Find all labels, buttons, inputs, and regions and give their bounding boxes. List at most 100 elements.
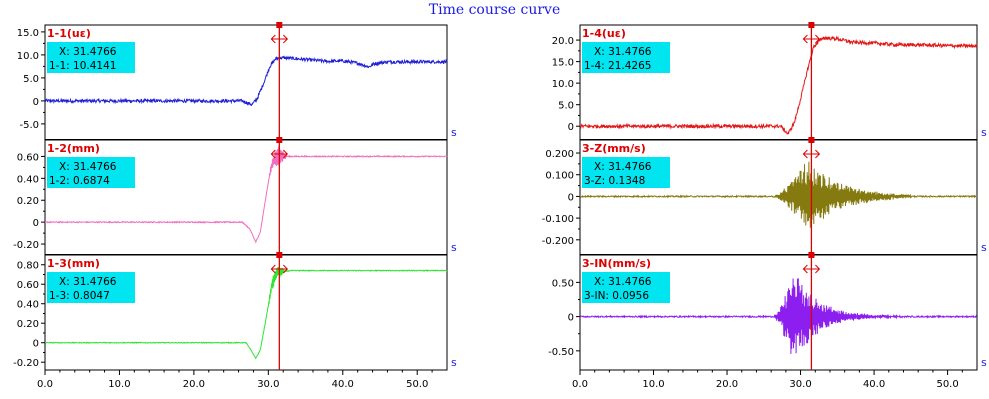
x-tick-label: 30.0 (257, 379, 279, 390)
readout-box (47, 157, 135, 188)
cursor-readout: X: 31.4766 1-4: 21.4265 (582, 42, 670, 73)
cursor-drag-arrows-icon[interactable] (270, 264, 289, 274)
page-title: Time course curve (428, 2, 561, 18)
readout-x: X: 31.4766 (594, 276, 652, 288)
readout-box (582, 157, 670, 188)
arrow-right (815, 34, 821, 44)
y-tick-label: 0.40 (17, 174, 39, 185)
cursor-readout: X: 31.4766 1-2: 0.6874 (47, 157, 135, 188)
y-tick-label: 0.20 (17, 319, 39, 330)
readout-x: X: 31.4766 (594, 161, 652, 173)
panel-3-IN: 0.50 0 -0.50 3-IN(mm/s) X: 31.4766 3-IN: 0.09… (548, 252, 987, 390)
y-tick-label: 0.50 (552, 278, 574, 289)
cursor-drag-arrows-icon[interactable] (802, 264, 821, 274)
readout-box (47, 42, 135, 73)
y-tick-label: 0 (568, 122, 574, 133)
cursor-handle[interactable] (808, 252, 815, 258)
series-line-3-IN (579, 278, 978, 354)
readout-value: 1-2: 0.6874 (49, 175, 110, 187)
arrow-right (282, 264, 289, 274)
readout-value: 1-4: 21.4265 (584, 60, 651, 72)
arrow-right (815, 149, 821, 159)
arrow-left (802, 264, 808, 274)
y-tick-label: -0.200 (542, 236, 574, 247)
panel-1-3: 0.80 0.60 0.40 0.20 0 -0.20 1-3(mm) X: 31.4766 1… (13, 252, 457, 390)
x-tick-label: 50.0 (936, 379, 958, 390)
readout-x: X: 31.4766 (59, 276, 117, 288)
x-tick-label: 10.0 (642, 379, 664, 390)
y-tick-label: 0 (568, 192, 574, 203)
y-tick-label: 0.20 (17, 196, 39, 207)
readout-value: 1-3: 0.8047 (49, 290, 110, 302)
y-tick-label: 10.0 (552, 79, 574, 90)
y-tick-label: 0.100 (545, 171, 574, 182)
y-tick-label: 0.40 (17, 300, 39, 311)
series-title: 1-1(uε) (47, 27, 91, 40)
x-tick-label: 0.0 (572, 379, 588, 390)
y-tick-label: 0 (568, 313, 574, 324)
y-tick-label: 0 (33, 339, 39, 350)
y-tick-label: 0.200 (545, 149, 574, 160)
readout-box (582, 42, 670, 73)
series-line-1-2 (44, 146, 448, 244)
y-tick-label: 0 (33, 218, 39, 229)
cursor-readout: X: 31.4766 3-Z: 0.1348 (582, 157, 670, 188)
y-tick-label: 10.0 (17, 51, 39, 62)
cursor-drag-arrows-icon[interactable] (270, 34, 289, 44)
cursor-drag-arrows-icon[interactable] (802, 34, 821, 44)
x-unit-label: s (981, 126, 987, 139)
arrow-right (282, 34, 289, 44)
y-tick-label: -0.20 (13, 358, 39, 369)
panel-1-1: 15.0 10.0 5.0 0 -5.0 1-1(uε) X: 31.4766 1-1: 10… (17, 22, 457, 141)
cursor-handle[interactable] (276, 252, 283, 258)
y-tick-label: 15.0 (552, 58, 574, 69)
readout-x: X: 31.4766 (59, 46, 117, 58)
series-line-1-1 (44, 55, 448, 107)
x-unit-label: s (451, 356, 457, 369)
series-line-1-3 (44, 266, 448, 360)
x-tick-label: 40.0 (332, 379, 354, 390)
y-tick-label: 0.80 (17, 261, 39, 272)
y-tick-label: 5.0 (23, 74, 39, 85)
arrow-left (270, 34, 276, 44)
x-tick-label: 10.0 (108, 379, 130, 390)
panel-3-Z: 0.200 0.100 0 -0.100 -0.200 3-Z(mm/s) X: 31.47… (542, 137, 987, 256)
y-tick-label: -0.20 (13, 240, 39, 251)
x-tick-label: 0.0 (37, 379, 53, 390)
x-unit-label: s (981, 241, 987, 254)
cursor-handle[interactable] (808, 137, 815, 143)
series-title: 1-4(uε) (582, 27, 626, 40)
y-tick-label: -0.50 (548, 347, 574, 358)
arrow-left (270, 264, 276, 274)
x-tick-label: 40.0 (863, 379, 885, 390)
y-tick-label: 0 (33, 97, 39, 108)
y-tick-label: 15.0 (17, 28, 39, 39)
arrow-right (815, 264, 821, 274)
x-tick-label: 20.0 (716, 379, 738, 390)
cursor-readout: X: 31.4766 3-IN: 0.0956 (582, 272, 670, 303)
y-tick-label: -5.0 (19, 120, 39, 131)
y-tick-label: 0.60 (17, 152, 39, 163)
readout-x: X: 31.4766 (594, 46, 652, 58)
x-tick-label: 50.0 (406, 379, 428, 390)
arrow-right (282, 149, 289, 159)
arrow-left (802, 34, 808, 44)
cursor-handle[interactable] (808, 22, 815, 28)
cursor-readout: X: 31.4766 1-3: 0.8047 (47, 272, 135, 303)
cursor-drag-arrows-icon[interactable] (802, 149, 821, 159)
cursor-handle[interactable] (276, 137, 283, 143)
cursor-handle[interactable] (276, 22, 283, 28)
series-title: 1-2(mm) (47, 142, 100, 155)
series-line-3-Z (579, 161, 978, 228)
x-tick-label: 30.0 (789, 379, 811, 390)
panel-1-2: 0.60 0.40 0.20 0 -0.20 1-2(mm) X: 31.4766 1-2: … (13, 137, 457, 256)
readout-box (47, 272, 135, 303)
arrow-left (802, 149, 808, 159)
cursor-readout: X: 31.4766 1-1: 10.4141 (47, 42, 135, 73)
cursor-drag-arrows-icon[interactable] (270, 149, 289, 159)
y-tick-label: 0.60 (17, 280, 39, 291)
series-title: 3-IN(mm/s) (582, 257, 651, 270)
series-title: 3-Z(mm/s) (582, 142, 646, 155)
y-tick-label: -0.100 (542, 214, 574, 225)
